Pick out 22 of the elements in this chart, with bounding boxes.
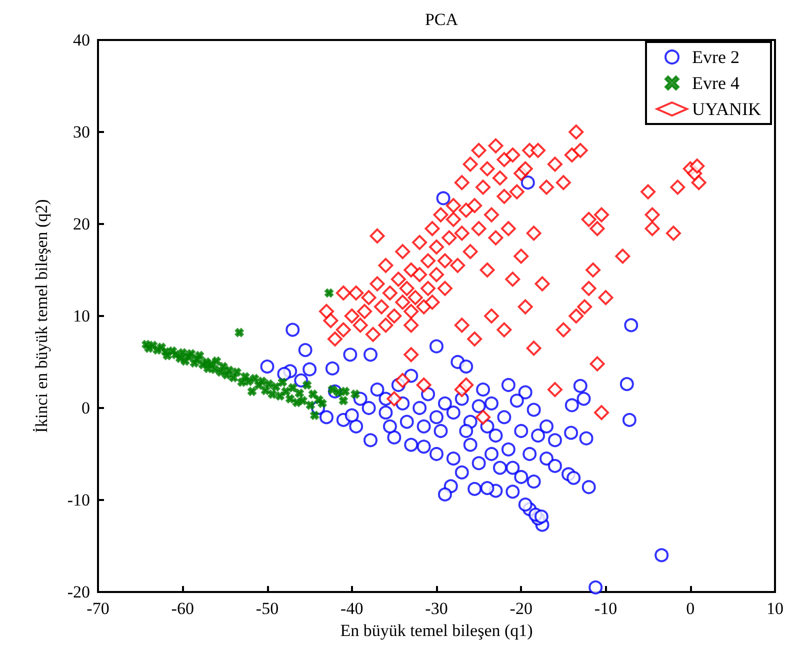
y-tick-label: 10 xyxy=(73,306,90,326)
y-tick-label: 40 xyxy=(73,30,90,50)
x-tick-label: 10 xyxy=(766,599,784,618)
x-tick-label: -20 xyxy=(510,599,532,618)
y-axis-title: İkinci en büyük temel bileşen (q2) xyxy=(32,199,51,433)
legend-label: UYANIK xyxy=(692,99,762,119)
x-tick-label: -30 xyxy=(425,599,448,618)
x-tick-label: -60 xyxy=(171,599,194,618)
x-tick-label: -10 xyxy=(594,599,618,618)
x-tick-label: -40 xyxy=(340,599,364,618)
y-tick-label: -10 xyxy=(67,490,90,510)
legend-label: Evre 4 xyxy=(692,73,740,93)
y-tick-label: -20 xyxy=(67,582,90,602)
chart-title: PCA xyxy=(424,10,459,29)
legend-label: Evre 2 xyxy=(692,47,740,67)
y-tick-label: 20 xyxy=(73,214,90,234)
x-axis-title: En büyük temel bileşen (q1) xyxy=(340,621,533,640)
x-tick-label: -70 xyxy=(86,599,110,618)
x-tick-label: 0 xyxy=(686,599,695,618)
x-tick-label: -50 xyxy=(256,599,279,618)
y-tick-label: 30 xyxy=(73,122,90,142)
y-tick-label: 0 xyxy=(82,398,90,418)
